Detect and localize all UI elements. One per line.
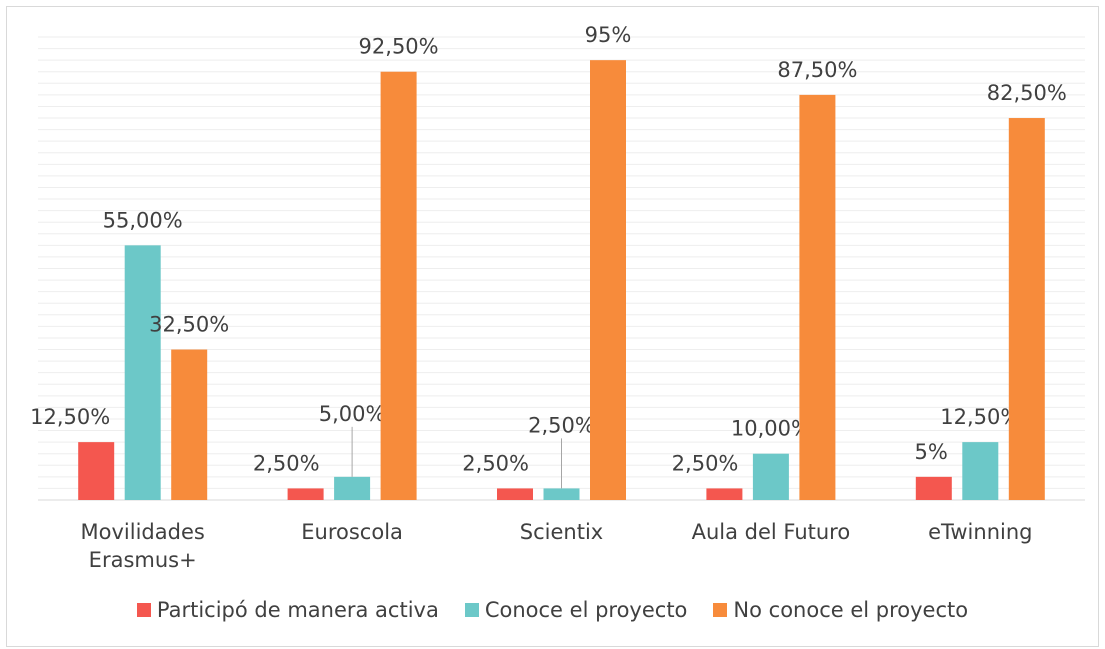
legend-label: Participó de manera activa	[156, 598, 439, 622]
bar	[287, 488, 324, 500]
data-label: 12,50%	[940, 405, 1020, 429]
bar	[124, 245, 161, 500]
bar	[915, 476, 952, 500]
data-label: 2,50%	[462, 451, 529, 475]
data-label: 92,50%	[359, 35, 439, 59]
legend-item: No conoce el proyecto	[713, 598, 968, 622]
bar	[543, 488, 580, 500]
data-label: 2,50%	[528, 413, 595, 437]
data-label: 2,50%	[253, 451, 320, 475]
data-label: 95%	[585, 23, 632, 47]
data-label: 5%	[914, 440, 947, 464]
bar	[962, 442, 999, 500]
x-tick-label: Movilidades Erasmus+	[80, 520, 205, 572]
data-label: 12,50%	[30, 405, 110, 429]
bar	[334, 476, 371, 500]
x-tick-label: Aula del Futuro	[691, 520, 851, 544]
bar	[799, 94, 836, 500]
bar	[706, 488, 743, 500]
legend-label: Conoce el proyecto	[484, 598, 688, 622]
bar	[171, 349, 208, 500]
legend: Participó de manera activa Conoce el proy…	[0, 598, 1105, 622]
data-label: 55,00%	[103, 208, 183, 232]
data-label: 2,50%	[672, 451, 739, 475]
x-tick-label: eTwinning	[928, 520, 1033, 544]
bar	[1008, 118, 1045, 501]
data-label: 82,50%	[987, 81, 1067, 105]
bar	[497, 488, 533, 500]
data-label: 10,00%	[731, 417, 811, 441]
x-tick-label: Scientix	[519, 520, 604, 544]
legend-item: Conoce el proyecto	[464, 598, 688, 622]
legend-item: Participó de manera activa	[136, 598, 439, 622]
bar	[752, 453, 789, 500]
bar	[78, 442, 115, 500]
data-label: 87,50%	[777, 58, 857, 82]
legend-swatch	[713, 603, 728, 617]
legend-swatch	[464, 603, 479, 617]
legend-swatch	[136, 603, 151, 617]
data-label: 5,00%	[319, 402, 386, 426]
chart-border	[6, 6, 1099, 647]
legend-label: No conoce el proyecto	[733, 598, 969, 622]
bar	[590, 60, 626, 501]
data-label: 32,50%	[149, 313, 229, 337]
bar	[380, 71, 417, 500]
x-tick-label: Euroscola	[301, 520, 403, 544]
